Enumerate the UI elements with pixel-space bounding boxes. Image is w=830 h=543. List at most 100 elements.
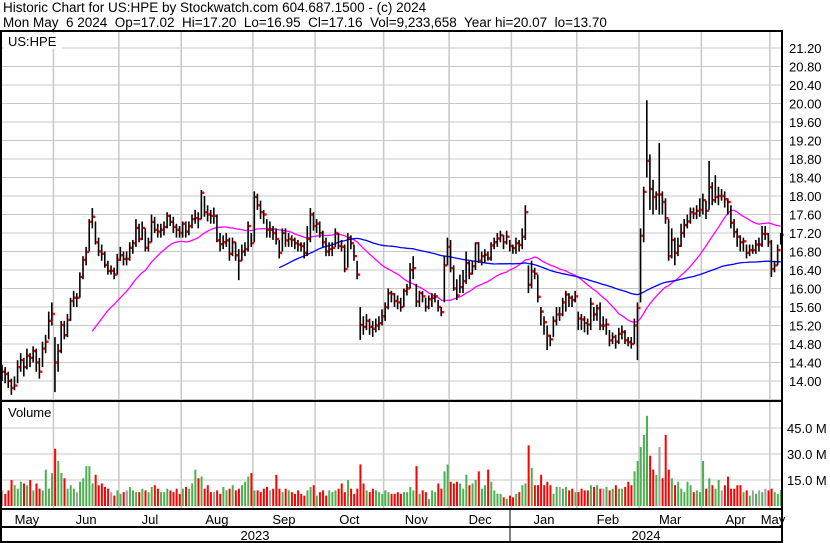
volume-bar bbox=[477, 471, 480, 506]
volume-bar bbox=[265, 486, 268, 506]
close-tick bbox=[557, 313, 560, 316]
volume-bar bbox=[132, 490, 135, 506]
close-tick bbox=[164, 225, 167, 229]
volume-bar bbox=[776, 493, 779, 506]
volume-bar bbox=[571, 488, 574, 506]
volume-bar bbox=[234, 490, 237, 506]
close-tick bbox=[479, 259, 482, 262]
volume-bar bbox=[278, 488, 281, 506]
close-tick bbox=[560, 313, 563, 316]
close-tick bbox=[747, 251, 750, 255]
close-tick bbox=[145, 246, 149, 249]
volume-bar bbox=[200, 476, 203, 506]
volume-bar bbox=[652, 469, 655, 506]
close-tick bbox=[64, 334, 68, 337]
volume-bar bbox=[281, 492, 284, 506]
close-tick bbox=[775, 264, 778, 267]
volume-bar bbox=[427, 499, 430, 506]
symbol-label: US:HPE bbox=[8, 34, 57, 49]
close-tick bbox=[753, 248, 756, 252]
volume-bar bbox=[633, 471, 636, 506]
volume-bar bbox=[125, 490, 128, 506]
close-tick bbox=[55, 361, 58, 364]
close-tick bbox=[382, 315, 386, 318]
close-tick bbox=[83, 258, 86, 262]
volume-bar bbox=[41, 490, 44, 506]
close-tick bbox=[111, 269, 115, 273]
close-tick bbox=[339, 244, 342, 248]
volume-axis: 45.0 M 30.0 M 15.0 M bbox=[787, 421, 827, 488]
volume-bar bbox=[259, 492, 262, 506]
grid-lines bbox=[0, 31, 781, 509]
close-tick bbox=[678, 244, 681, 248]
volume-bar bbox=[297, 490, 300, 506]
volume-bar bbox=[318, 492, 321, 506]
volume-bar bbox=[322, 490, 325, 506]
close-tick bbox=[737, 235, 741, 238]
close-tick bbox=[248, 224, 252, 228]
close-tick bbox=[622, 330, 625, 334]
close-tick bbox=[709, 186, 713, 189]
close-tick bbox=[541, 310, 544, 313]
close-tick bbox=[68, 318, 71, 322]
close-tick bbox=[719, 194, 722, 198]
volume-bar bbox=[421, 490, 424, 506]
close-tick bbox=[666, 217, 669, 220]
close-tick bbox=[669, 254, 672, 258]
close-tick bbox=[152, 220, 155, 224]
close-tick bbox=[438, 305, 442, 309]
volume-bar bbox=[156, 488, 159, 506]
close-tick bbox=[254, 195, 258, 199]
price-tick-label: 16.40 bbox=[789, 263, 822, 278]
price-tick-label: 19.20 bbox=[789, 134, 822, 149]
volume-bar bbox=[16, 488, 19, 506]
volume-bar bbox=[418, 493, 421, 506]
volume-bar bbox=[779, 490, 782, 506]
close-tick bbox=[594, 313, 597, 316]
volume-bar bbox=[546, 481, 549, 506]
close-tick bbox=[345, 267, 348, 271]
volume-bar bbox=[630, 485, 633, 506]
volume-bar bbox=[480, 488, 483, 506]
close-tick bbox=[413, 266, 417, 270]
close-tick bbox=[563, 301, 566, 304]
volume-bar bbox=[649, 455, 652, 506]
volume-bar bbox=[720, 490, 723, 506]
close-tick bbox=[376, 324, 379, 327]
volume-bar bbox=[262, 488, 265, 506]
close-tick bbox=[351, 241, 354, 245]
close-tick bbox=[49, 319, 52, 323]
volume-bar bbox=[378, 492, 381, 506]
close-tick bbox=[544, 321, 548, 324]
close-tick bbox=[186, 230, 189, 233]
close-tick bbox=[46, 340, 49, 343]
close-tick bbox=[641, 234, 644, 237]
volume-bar bbox=[26, 485, 29, 506]
close-tick bbox=[619, 332, 622, 336]
volume-bar bbox=[178, 493, 181, 506]
close-tick bbox=[606, 323, 610, 326]
close-tick bbox=[15, 384, 18, 387]
volume-bar bbox=[524, 483, 527, 506]
price-tick-label: 14.40 bbox=[789, 356, 822, 371]
volume-bar bbox=[244, 481, 247, 506]
close-tick bbox=[5, 372, 9, 376]
close-tick bbox=[43, 347, 46, 350]
volume-bar bbox=[409, 486, 412, 506]
volume-bar bbox=[726, 476, 729, 506]
close-tick bbox=[591, 302, 594, 305]
close-tick bbox=[488, 257, 491, 260]
price-tick-label: 18.40 bbox=[789, 171, 822, 186]
volume-bar bbox=[247, 476, 250, 506]
close-tick bbox=[675, 251, 678, 255]
month-label: Jul bbox=[142, 512, 159, 527]
volume-bar bbox=[147, 492, 150, 506]
volume-bar bbox=[371, 488, 374, 506]
volume-bar bbox=[365, 490, 368, 506]
price-tick-label: 14.00 bbox=[789, 374, 822, 389]
volume-bar bbox=[508, 495, 511, 506]
volume-bar bbox=[577, 492, 580, 506]
volume-bar bbox=[692, 492, 695, 506]
close-tick bbox=[242, 250, 245, 253]
volume-bar bbox=[325, 495, 328, 506]
